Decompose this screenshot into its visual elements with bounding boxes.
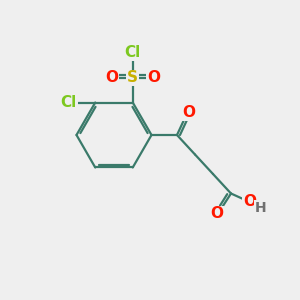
Text: O: O xyxy=(243,194,256,208)
Text: S: S xyxy=(127,70,138,86)
Text: O: O xyxy=(182,105,195,120)
Text: Cl: Cl xyxy=(61,95,77,110)
Text: H: H xyxy=(255,201,267,214)
Text: O: O xyxy=(105,70,118,86)
Text: O: O xyxy=(211,206,224,221)
Text: O: O xyxy=(147,70,160,86)
Text: Cl: Cl xyxy=(124,45,141,60)
